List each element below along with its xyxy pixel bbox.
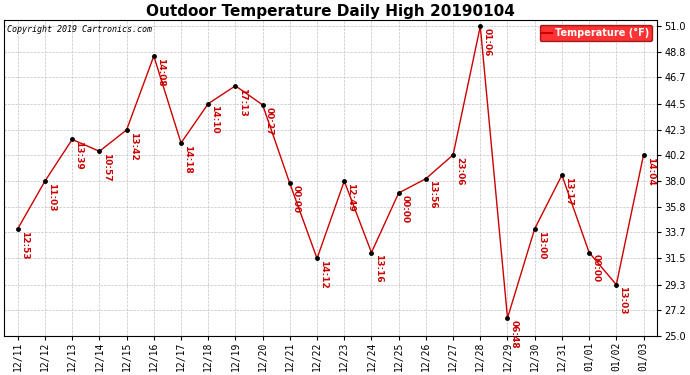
- Text: 12:53: 12:53: [20, 231, 29, 259]
- Text: 13:03: 13:03: [618, 286, 627, 315]
- Text: 14:04: 14:04: [646, 157, 655, 185]
- Title: Outdoor Temperature Daily High 20190104: Outdoor Temperature Daily High 20190104: [146, 4, 515, 19]
- Text: Copyright 2019 Cartronics.com: Copyright 2019 Cartronics.com: [8, 25, 152, 34]
- Text: 14:10: 14:10: [210, 105, 219, 134]
- Text: 14:12: 14:12: [319, 260, 328, 289]
- Text: 10:57: 10:57: [101, 153, 110, 182]
- Text: 14:08: 14:08: [156, 58, 165, 87]
- Text: 13:16: 13:16: [374, 254, 383, 283]
- Text: 00:00: 00:00: [292, 185, 301, 213]
- Text: 14:18: 14:18: [183, 145, 193, 174]
- Legend: Temperature (°F): Temperature (°F): [540, 25, 652, 41]
- Text: 12:49: 12:49: [346, 183, 355, 212]
- Text: 00:27: 00:27: [265, 106, 274, 135]
- Text: 06:48: 06:48: [510, 320, 519, 348]
- Text: 23:06: 23:06: [455, 157, 464, 185]
- Text: 00:00: 00:00: [591, 254, 600, 282]
- Text: 17:13: 17:13: [237, 88, 246, 116]
- Text: 13:00: 13:00: [537, 231, 546, 259]
- Text: 13:17: 13:17: [564, 177, 573, 206]
- Text: 00:00: 00:00: [401, 195, 410, 223]
- Text: 13:42: 13:42: [129, 132, 138, 160]
- Text: 13:39: 13:39: [75, 141, 83, 170]
- Text: 11:03: 11:03: [47, 183, 56, 211]
- Text: 13:56: 13:56: [428, 180, 437, 209]
- Text: 01:06: 01:06: [482, 28, 491, 57]
